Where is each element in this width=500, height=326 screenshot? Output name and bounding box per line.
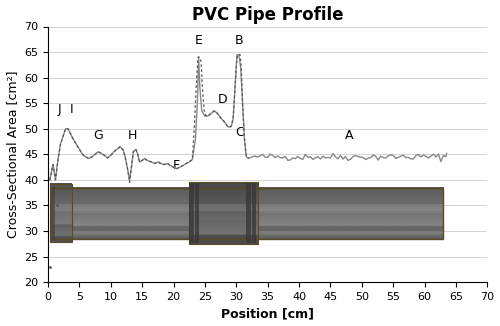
Bar xyxy=(196,184,199,243)
Bar xyxy=(189,183,258,244)
Bar xyxy=(52,185,55,241)
Text: B: B xyxy=(235,34,244,47)
Text: H: H xyxy=(128,128,138,141)
Bar xyxy=(252,184,256,243)
Text: D: D xyxy=(218,93,227,106)
Title: PVC Pipe Profile: PVC Pipe Profile xyxy=(192,6,344,23)
Text: E: E xyxy=(194,34,202,47)
Bar xyxy=(246,184,250,243)
Text: J: J xyxy=(58,103,65,116)
X-axis label: Position [cm]: Position [cm] xyxy=(221,307,314,320)
Text: G: G xyxy=(94,128,103,141)
Bar xyxy=(51,204,444,211)
Text: F: F xyxy=(173,159,180,172)
Bar xyxy=(50,184,72,242)
Bar xyxy=(51,187,444,239)
Y-axis label: Cross-Sectional Area [cm²]: Cross-Sectional Area [cm²] xyxy=(6,71,18,238)
Bar xyxy=(189,184,194,243)
Text: I: I xyxy=(70,103,73,116)
Text: A: A xyxy=(345,128,354,141)
Text: C: C xyxy=(235,126,244,139)
